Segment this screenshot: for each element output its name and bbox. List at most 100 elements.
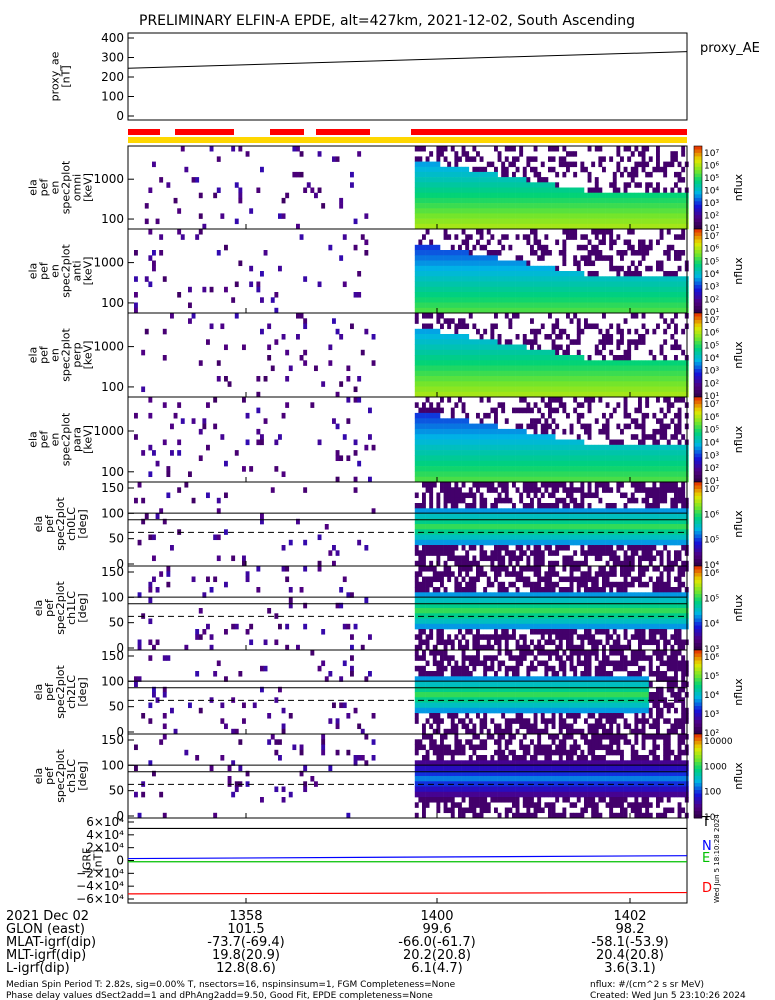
heatmap-cell [522, 355, 527, 361]
heatmap-cell [584, 534, 588, 541]
heatmap-cell [551, 166, 556, 173]
heatmap-cell [670, 276, 675, 282]
heatmap-cell [501, 370, 506, 377]
heatmap-cell [425, 276, 430, 282]
heatmap-cell [648, 349, 653, 356]
heatmap-cell [562, 239, 567, 246]
heatmap-cell [447, 250, 452, 256]
heatmap-cell [497, 265, 502, 272]
heatmap-cell [144, 276, 149, 282]
heatmap-cell [278, 434, 282, 440]
heatmap-cell [508, 281, 513, 288]
heatmap-cell [533, 365, 538, 372]
heatmap-cell [591, 376, 596, 382]
heatmap-cell [515, 234, 520, 240]
heatmap-cell [335, 476, 340, 483]
heatmap-cell [429, 508, 434, 514]
heatmap-cell [652, 524, 657, 530]
heatmap-cell [166, 471, 171, 478]
y-axis-label-line: [keV] [82, 173, 95, 202]
heatmap-cell [432, 428, 437, 435]
heatmap-cell [580, 255, 585, 261]
heatmap-cell [677, 386, 682, 393]
heatmap-cell [627, 466, 632, 472]
heatmap-cell [242, 397, 246, 403]
heatmap-cell [332, 545, 336, 551]
colorbar-cell [694, 337, 702, 342]
heatmap-cell [432, 524, 437, 530]
heatmap-cell [641, 476, 646, 483]
heatmap-cell [558, 334, 563, 340]
heatmap-cell [231, 555, 236, 562]
heatmap-cell [598, 428, 603, 435]
heatmap-cell [501, 349, 506, 356]
heatmap-cell [533, 381, 538, 387]
heatmap-cell [551, 455, 556, 462]
heatmap-cell [602, 302, 606, 309]
heatmap-cell [504, 276, 509, 282]
heatmap-cell [447, 334, 452, 340]
heatmap-cell [468, 434, 473, 440]
heatmap-cell [566, 555, 570, 562]
heatmap-cell [357, 397, 362, 403]
heatmap-cell [548, 434, 552, 440]
heatmap-cell [598, 349, 603, 356]
colorbar-tick-label: 10² [704, 295, 719, 305]
heatmap-cell [479, 297, 484, 303]
heatmap-cell [548, 386, 552, 393]
heatmap-cell [584, 292, 588, 298]
heatmap-cell [526, 161, 531, 168]
heatmap-cell [501, 386, 506, 393]
heatmap-cell [659, 192, 664, 199]
heatmap-cell [645, 286, 650, 293]
heatmap-cell [508, 182, 513, 188]
heatmap-cell [458, 476, 462, 483]
heatmap-cell [454, 428, 459, 435]
heatmap-cell [483, 197, 488, 204]
heatmap-cell [656, 286, 660, 293]
heatmap-cell [645, 487, 650, 493]
heatmap-cell [504, 156, 509, 162]
heatmap-cell [472, 471, 477, 478]
heatmap-cell [501, 545, 506, 551]
y-axis-label-line: en [49, 433, 62, 447]
heatmap-cell [526, 376, 531, 382]
heatmap-cell [638, 381, 642, 387]
heatmap-cell [486, 192, 491, 199]
panel-spec-anti: 10⁷10⁶10⁵10⁴10³10²10¹nflux1000100elapefe… [27, 228, 745, 318]
heatmap-cell [551, 218, 556, 225]
heatmap-cell [522, 192, 527, 199]
heatmap-cell [425, 302, 430, 309]
heatmap-cell [544, 302, 549, 309]
heatmap-cell [555, 370, 560, 377]
heatmap-cell [645, 250, 650, 256]
heatmap-cell [551, 518, 556, 525]
heatmap-cell [429, 513, 434, 520]
heatmap-cell [569, 286, 574, 293]
heatmap-cell [594, 187, 599, 193]
heatmap-cell [616, 328, 621, 335]
colorbar-cell [694, 443, 702, 447]
heatmap-cell [472, 339, 477, 345]
heatmap-cell [674, 292, 678, 298]
heatmap-cell [569, 560, 574, 567]
heatmap-cell [490, 513, 495, 520]
heatmap-cell [443, 545, 448, 551]
heatmap-cell [573, 471, 578, 478]
heatmap-cell [555, 539, 560, 546]
heatmap-cell [551, 323, 556, 330]
heatmap-cell [526, 450, 531, 456]
heatmap-cell [623, 555, 628, 562]
heatmap-cell [681, 513, 686, 520]
heatmap-cell [479, 234, 484, 240]
heatmap-cell [670, 192, 675, 199]
heatmap-cell [317, 151, 322, 157]
y-axis-label-line: spec2plot [60, 244, 73, 298]
heatmap-cell [519, 223, 524, 230]
heatmap-cell [512, 550, 516, 556]
heatmap-cell [551, 286, 556, 293]
heatmap-cell [569, 534, 574, 541]
heatmap-cell [551, 508, 556, 514]
heatmap-cell [566, 560, 570, 567]
